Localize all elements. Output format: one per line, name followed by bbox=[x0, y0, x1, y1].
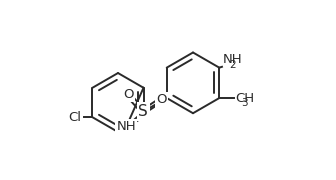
Text: S: S bbox=[138, 104, 148, 119]
Text: O: O bbox=[156, 93, 166, 107]
Text: O: O bbox=[123, 88, 133, 101]
Text: Cl: Cl bbox=[68, 111, 81, 124]
Text: 3: 3 bbox=[242, 98, 248, 107]
Text: 2: 2 bbox=[230, 60, 236, 70]
Text: NH: NH bbox=[223, 53, 243, 66]
Text: NH: NH bbox=[117, 120, 136, 133]
Text: CH: CH bbox=[236, 92, 254, 105]
